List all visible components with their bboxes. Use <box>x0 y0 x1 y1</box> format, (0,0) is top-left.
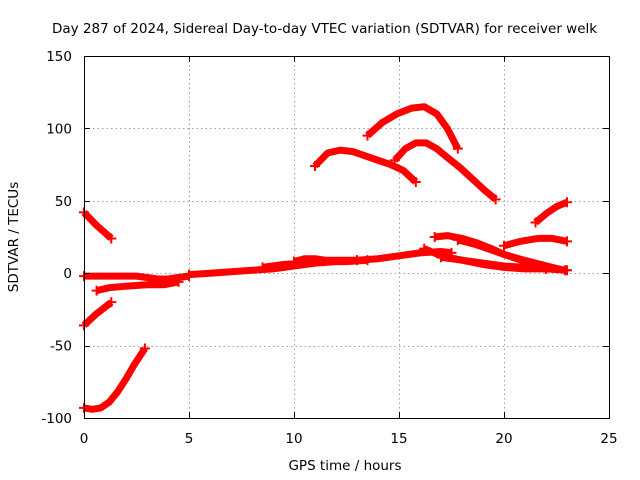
series-endpoint-marker <box>562 197 572 208</box>
x-axis-label: GPS time / hours <box>288 458 401 474</box>
series-endpoint-marker <box>106 233 117 244</box>
series-endpoint-marker <box>436 252 446 263</box>
series-arc-9 <box>312 146 419 185</box>
y-tick-label: -50 <box>50 339 72 355</box>
series-endpoint-marker <box>490 194 501 205</box>
series-endpoint-marker <box>257 262 268 273</box>
series-endpoint-marker <box>389 155 400 166</box>
series-endpoint-marker <box>536 260 547 271</box>
series-endpoint-marker <box>106 297 117 308</box>
series-endpoint-marker <box>362 130 373 141</box>
series-endpoint-marker <box>452 234 463 245</box>
series-endpoint-marker <box>530 217 541 228</box>
series-arc-1 <box>81 209 114 242</box>
series-endpoint-marker <box>452 143 463 154</box>
series-arc-3 <box>83 346 148 413</box>
y-tick-label: 50 <box>55 194 72 210</box>
series-endpoint-marker <box>139 343 150 354</box>
series-endpoint-marker <box>310 161 320 172</box>
series-arc-10 <box>365 103 461 151</box>
x-tick-label: 5 <box>185 431 194 447</box>
grid <box>84 56 609 418</box>
series-endpoint-marker <box>289 256 299 267</box>
series-endpoint-marker <box>410 176 421 187</box>
x-tick-label: 25 <box>600 431 617 447</box>
x-tick-label: 0 <box>80 431 89 447</box>
x-tick-label: 15 <box>390 431 407 447</box>
series-arc-17 <box>533 198 569 226</box>
series-endpoint-marker <box>352 255 362 266</box>
series-endpoint-marker <box>184 269 194 280</box>
series-arc-16 <box>503 234 568 250</box>
y-tick-label: 0 <box>63 266 72 282</box>
series-arc-5 <box>95 278 180 295</box>
y-tick-label: 100 <box>46 121 72 137</box>
series-arc-14 <box>440 253 547 273</box>
series-endpoint-marker <box>362 255 373 266</box>
plot-frame <box>84 56 610 419</box>
series-arc-4 <box>84 272 190 283</box>
series-endpoint-marker <box>429 232 440 242</box>
series-endpoint-marker <box>173 276 184 287</box>
y-tick-label: -100 <box>41 411 72 427</box>
series-endpoint-marker <box>419 243 430 254</box>
series-arc-15 <box>456 236 543 270</box>
series-arc-11 <box>392 139 498 203</box>
x-tick-label: 10 <box>285 431 302 447</box>
series-endpoint-marker <box>559 265 570 276</box>
y-axis-label: SDTVAR / TECUs <box>6 182 22 292</box>
y-tick-label: 150 <box>46 49 72 65</box>
series-arc-2 <box>81 299 114 328</box>
x-tick-label: 20 <box>495 431 512 447</box>
series-arc-8 <box>293 255 357 265</box>
series-endpoint-marker <box>499 240 509 251</box>
data-series <box>79 103 572 413</box>
series-endpoint-marker <box>562 236 572 247</box>
series-endpoint-marker <box>91 285 102 296</box>
axis-ticks: 0 5 10 15 20 25 150 100 50 0 -50 -100 <box>41 49 617 447</box>
chart-title: Day 287 of 2024, Sidereal Day-to-day VTE… <box>52 21 597 37</box>
